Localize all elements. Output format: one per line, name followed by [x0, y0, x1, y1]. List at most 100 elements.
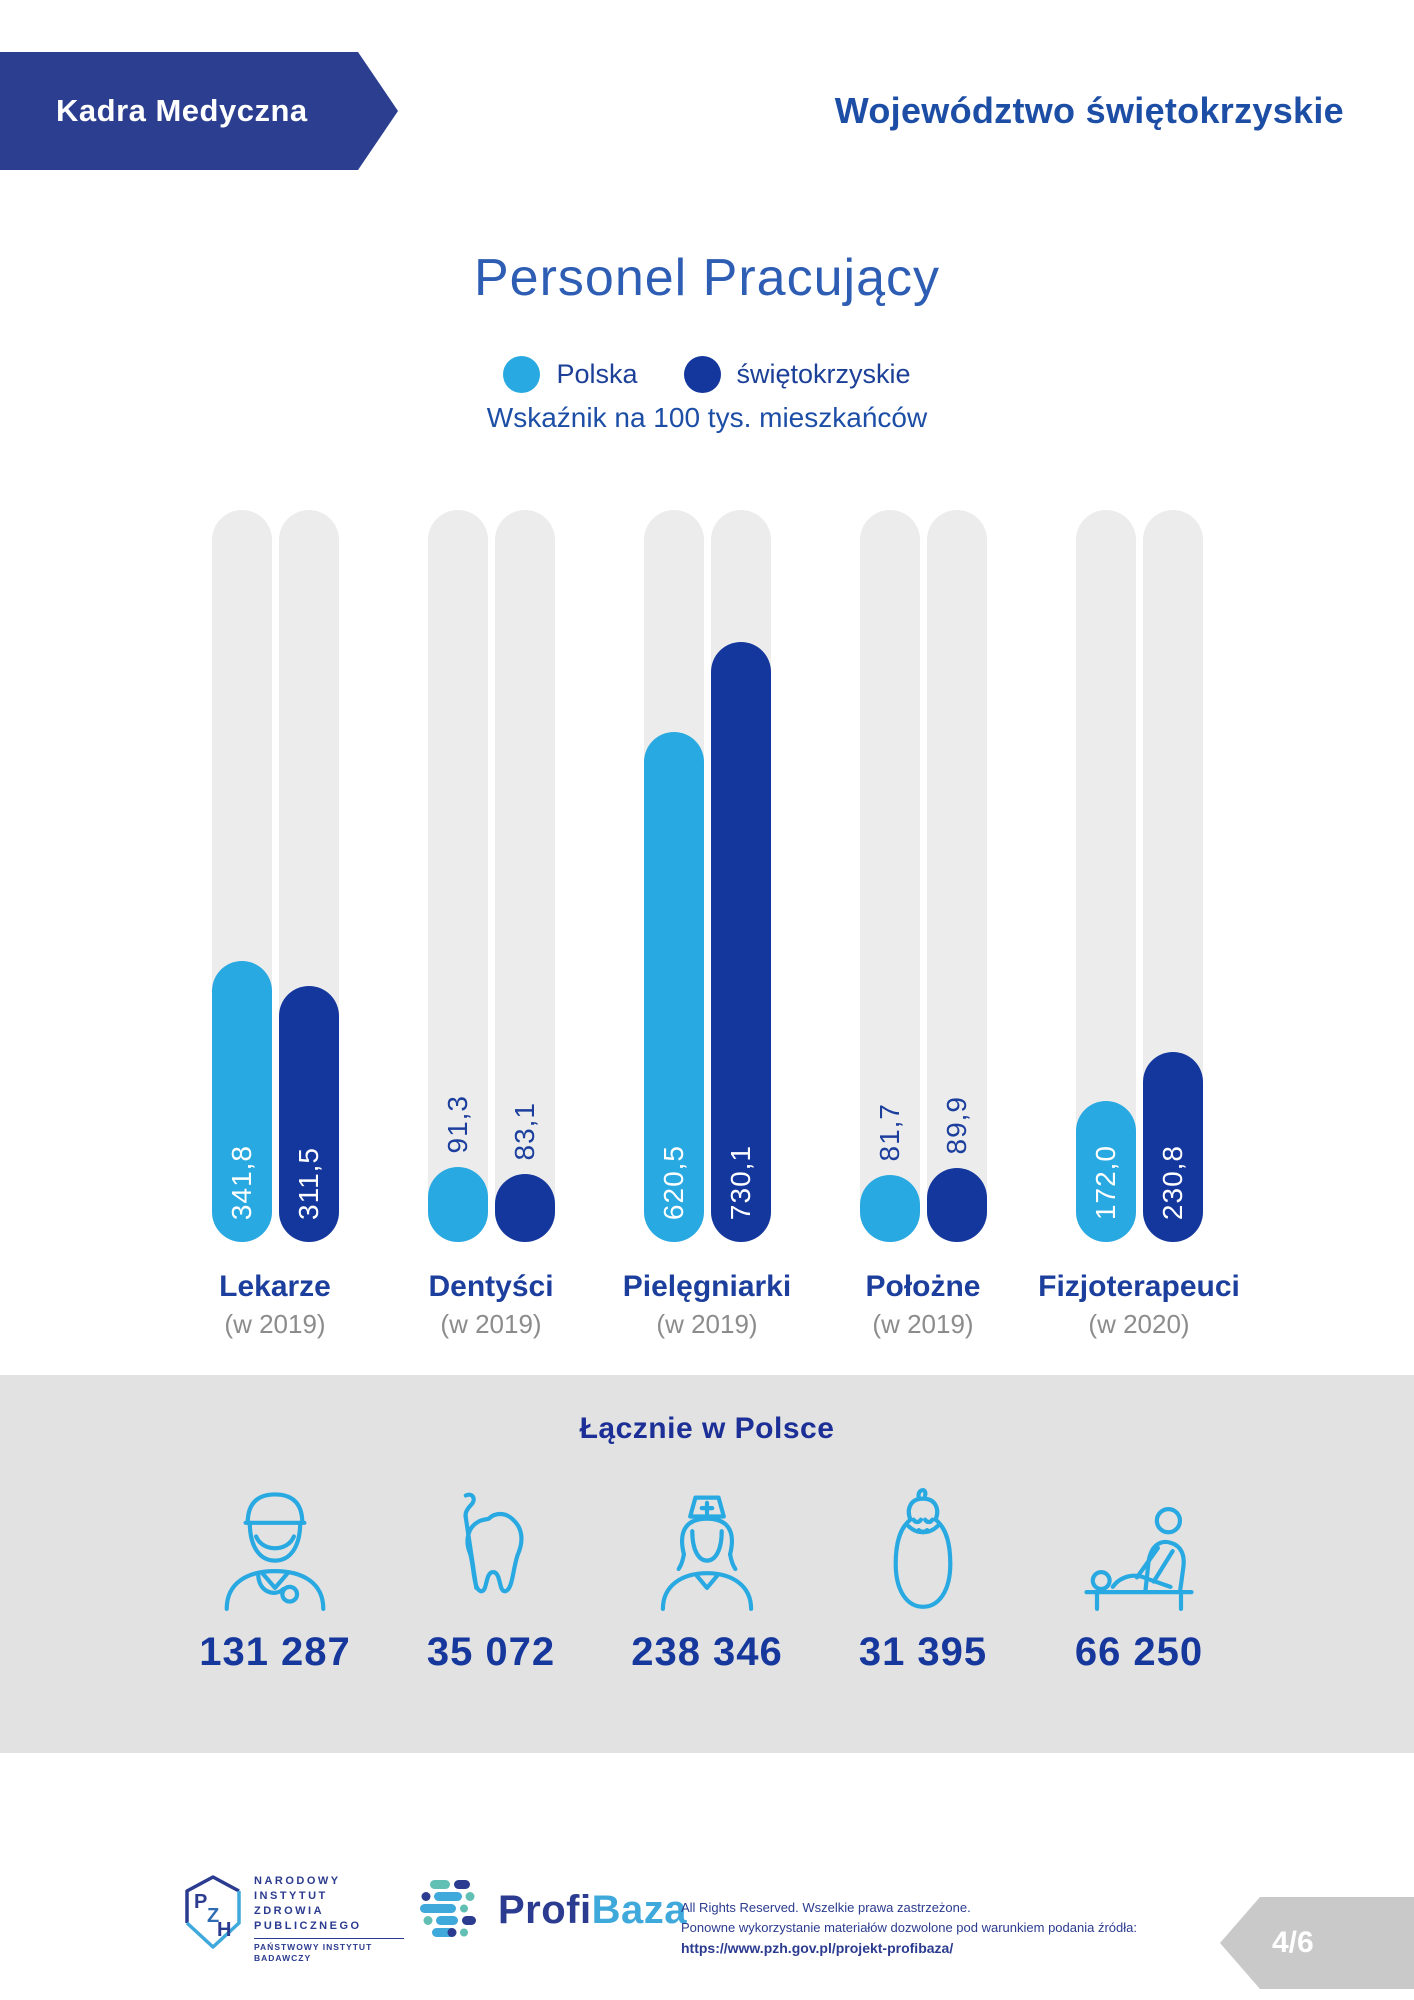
legend-dot-polska-icon: [503, 356, 541, 393]
bar-group-fizjoterapeuci: 172,0 230,8: [1031, 510, 1247, 1242]
pzh-subline: BADAWCZY: [254, 1953, 312, 1963]
profibaza-wordmark-profi: Profi: [498, 1888, 592, 1932]
bar-Polska-pielęgniarki: 620,5: [643, 732, 704, 1242]
bar-track: 172,0: [1075, 510, 1136, 1242]
bar-value-label: 81,7: [873, 1102, 905, 1162]
bar-value-label: 89,9: [940, 1095, 972, 1155]
baby-icon: [857, 1482, 989, 1614]
totals-numbers-row: 131 287 35 072 238 346 31 395 66 250: [167, 1630, 1247, 1675]
legend-item-swietokrzyskie: świętokrzyskie: [683, 356, 911, 393]
bar-świętokrzyskie-położne: [926, 1168, 987, 1242]
totals-band: Łącznie w Polsce: [0, 1375, 1414, 1753]
profibaza-logo-mark-icon: [414, 1876, 480, 1945]
bar-value-label: 83,1: [508, 1101, 540, 1161]
bar-track: 81,7: [859, 510, 920, 1242]
bar-group-pielęgniarki: 620,5 730,1: [599, 510, 815, 1242]
source-url-link[interactable]: https://www.pzh.gov.pl/projekt-profibaza…: [681, 1940, 954, 1956]
legend-label-swietokrzyskie: świętokrzyskie: [736, 359, 911, 389]
category-name: Pielęgniarki: [622, 1270, 792, 1303]
totals-title: Łącznie w Polsce: [579, 1412, 835, 1445]
bar-track: 620,5: [643, 510, 704, 1242]
profibaza-logo: ProfiBaza: [414, 1876, 687, 1945]
bar-świętokrzyskie-dentyści: [494, 1174, 555, 1242]
tooth-icon: [425, 1482, 557, 1614]
category-labels: Lekarze (w 2019) Dentyści (w 2019) Pielęgnia…: [167, 1270, 1247, 1340]
pzh-logo-text: NARODOWY INSTYTUT ZDROWIA PUBLICZNEGO PA…: [254, 1874, 404, 1964]
total-number: 35 072: [426, 1630, 556, 1674]
category-name: Lekarze: [219, 1270, 331, 1303]
region-title: Województwo świętokrzyskie: [834, 90, 1344, 131]
totals-number-cell: 238 346: [599, 1630, 815, 1675]
category-year: (w 2019): [440, 1309, 542, 1339]
totals-icon-cell: [167, 1478, 383, 1618]
bar-chart: 341,8 311,5 91,3 83,1 620,5 730,1 81,7 89,9 172,…: [167, 510, 1247, 1242]
bar-track: 89,9: [926, 510, 987, 1242]
legend-label-polska: Polska: [556, 359, 638, 389]
totals-number-cell: 66 250: [1031, 1630, 1247, 1675]
pzh-line: NARODOWY: [254, 1875, 341, 1887]
category-name: Dentyści: [428, 1270, 554, 1303]
total-number: 31 395: [858, 1630, 988, 1674]
bar-group-położne: 81,7 89,9: [815, 510, 1031, 1242]
pzh-divider: [254, 1938, 404, 1939]
bar-value-label: 91,3: [441, 1094, 473, 1154]
svg-text:H: H: [217, 1919, 231, 1941]
bar-Polska-dentyści: [427, 1167, 488, 1242]
bar-świętokrzyskie-lekarze: 311,5: [278, 986, 339, 1242]
chart-legend: Polska świętokrzyskie: [0, 356, 1414, 393]
totals-icon-cell: [599, 1478, 815, 1618]
pzh-subline: PAŃSTWOWY INSTYTUT: [254, 1942, 373, 1952]
profibaza-wordmark-baza: Baza: [591, 1888, 688, 1932]
category-name: Położne: [865, 1270, 981, 1303]
bar-track: 83,1: [494, 510, 555, 1242]
category-label-fizjoterapeuci: Fizjoterapeuci (w 2020): [1031, 1270, 1247, 1340]
category-year: (w 2019): [656, 1309, 758, 1339]
category-label-pielęgniarki: Pielęgniarki (w 2019): [599, 1270, 815, 1340]
nurse-icon: [641, 1482, 773, 1614]
bar-value-label: 230,8: [1156, 1144, 1188, 1220]
totals-number-cell: 31 395: [815, 1630, 1031, 1675]
bar-Polska-położne: [859, 1175, 920, 1242]
total-number: 66 250: [1074, 1630, 1204, 1674]
bar-value-label: 730,1: [724, 1144, 756, 1220]
totals-icon-cell: [383, 1478, 599, 1618]
page-number: 4/6: [1272, 1926, 1314, 1959]
bar-Polska-lekarze: 341,8: [211, 961, 272, 1242]
pzh-logo: P Z H NARODOWY INSTYTUT ZDROWIA PUBLICZN…: [184, 1874, 404, 1964]
total-number: 238 346: [631, 1630, 783, 1674]
pzh-line: ZDROWIA: [254, 1905, 325, 1917]
category-year: (w 2019): [224, 1309, 326, 1339]
category-name: Fizjoterapeuci: [1038, 1270, 1240, 1303]
page-number-badge: 4/6: [1220, 1897, 1414, 1989]
section-banner: Kadra Medyczna: [0, 52, 398, 170]
totals-icon-cell: [815, 1478, 1031, 1618]
category-label-dentyści: Dentyści (w 2019): [383, 1270, 599, 1340]
rights-text: All Rights Reserved. Wszelkie prawa zast…: [681, 1898, 1137, 1959]
svg-text:P: P: [194, 1891, 207, 1913]
pzh-line: INSTYTUT: [254, 1890, 328, 1902]
totals-icon-cell: [1031, 1478, 1247, 1618]
rights-line1: All Rights Reserved. Wszelkie prawa zast…: [681, 1900, 971, 1915]
totals-icons-row: [167, 1478, 1247, 1618]
bar-świętokrzyskie-fizjoterapeuci: 230,8: [1142, 1052, 1203, 1242]
rights-line2: Ponowne wykorzystanie materiałów dozwolo…: [681, 1920, 1137, 1935]
bar-świętokrzyskie-pielęgniarki: 730,1: [710, 642, 771, 1242]
bar-group-dentyści: 91,3 83,1: [383, 510, 599, 1242]
bar-track: 341,8: [211, 510, 272, 1242]
totals-number-cell: 131 287: [167, 1630, 383, 1675]
bar-track: 91,3: [427, 510, 488, 1242]
legend-dot-swietokrzyskie-icon: [683, 356, 721, 393]
pzh-line: PUBLICZNEGO: [254, 1920, 362, 1932]
physiotherapist-icon: [1073, 1482, 1205, 1614]
bar-value-label: 341,8: [225, 1144, 257, 1220]
bar-track: 311,5: [278, 510, 339, 1242]
bar-value-label: 311,5: [292, 1147, 324, 1220]
section-banner-label: Kadra Medyczna: [56, 93, 308, 128]
doctor-icon: [209, 1482, 341, 1614]
bar-group-lekarze: 341,8 311,5: [167, 510, 383, 1242]
totals-number-cell: 35 072: [383, 1630, 599, 1675]
bar-value-label: 620,5: [657, 1144, 689, 1220]
chart-subtitle: Wskaźnik na 100 tys. mieszkańców: [486, 402, 928, 433]
bar-Polska-fizjoterapeuci: 172,0: [1075, 1101, 1136, 1242]
